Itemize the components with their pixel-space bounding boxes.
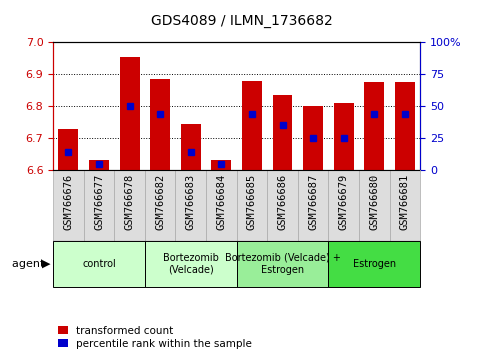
Bar (237, 170, 267, 241)
Bar (359, 170, 390, 241)
Legend: transformed count, percentile rank within the sample: transformed count, percentile rank withi… (58, 326, 252, 349)
Text: GSM766677: GSM766677 (94, 173, 104, 230)
Text: GSM766681: GSM766681 (400, 173, 410, 230)
Bar (395, 82, 415, 170)
Bar (364, 82, 384, 170)
Bar (53, 170, 84, 241)
Text: Bortezomib (Velcade) +
Estrogen: Bortezomib (Velcade) + Estrogen (225, 253, 341, 275)
Bar (175, 170, 206, 241)
Text: ▶: ▶ (42, 259, 51, 269)
Text: GSM766679: GSM766679 (339, 173, 349, 230)
Bar (114, 170, 145, 241)
Bar (272, 95, 293, 170)
Text: GSM766676: GSM766676 (63, 173, 73, 230)
Bar (53, 241, 145, 287)
Text: GSM766680: GSM766680 (369, 173, 379, 230)
Bar (206, 170, 237, 241)
Bar (58, 129, 78, 170)
Bar (328, 241, 420, 287)
Bar (145, 241, 237, 287)
Bar (242, 81, 262, 170)
Bar (298, 170, 328, 241)
Bar (84, 170, 114, 241)
Text: agent: agent (13, 259, 48, 269)
Text: GSM766683: GSM766683 (186, 173, 196, 230)
Bar (89, 160, 109, 170)
Text: Bortezomib
(Velcade): Bortezomib (Velcade) (163, 253, 219, 275)
Text: GSM766682: GSM766682 (155, 173, 165, 230)
Text: GSM766686: GSM766686 (278, 173, 287, 230)
Bar (237, 241, 328, 287)
Text: Estrogen: Estrogen (353, 259, 396, 269)
Bar (145, 170, 175, 241)
Bar (328, 170, 359, 241)
Bar (390, 170, 420, 241)
Text: control: control (82, 259, 116, 269)
Text: GSM766678: GSM766678 (125, 173, 135, 230)
Bar (334, 103, 354, 170)
Bar (181, 124, 201, 170)
Bar (212, 160, 231, 170)
Text: GSM766684: GSM766684 (216, 173, 227, 230)
Bar (303, 106, 323, 170)
Text: GDS4089 / ILMN_1736682: GDS4089 / ILMN_1736682 (151, 14, 332, 28)
Text: GSM766685: GSM766685 (247, 173, 257, 230)
Bar (120, 57, 140, 170)
Bar (150, 79, 170, 170)
Text: GSM766687: GSM766687 (308, 173, 318, 230)
Bar (267, 170, 298, 241)
